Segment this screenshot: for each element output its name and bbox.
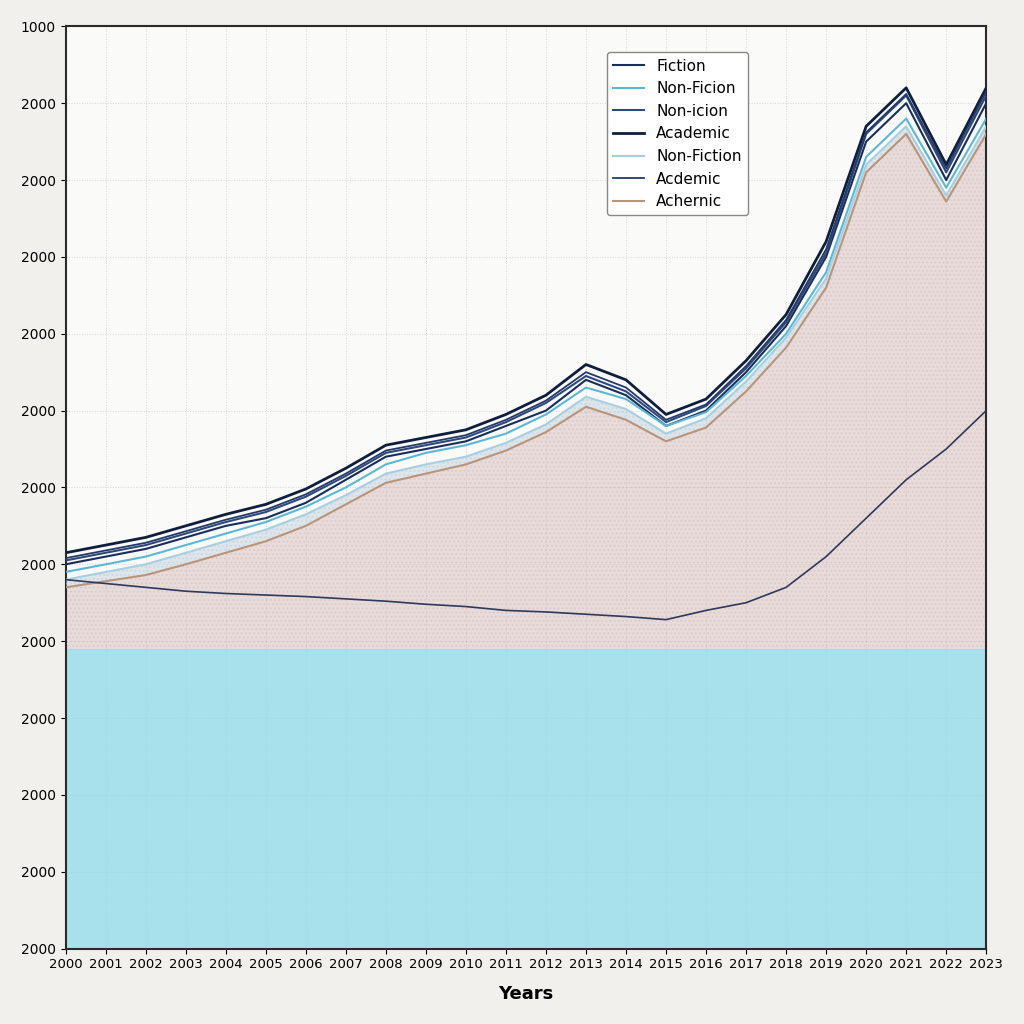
Legend: Fiction, Non-Ficion, Non-icion, Academic, Non-Fiction, Acdemic, Achernic: Fiction, Non-Ficion, Non-icion, Academic… [607, 52, 748, 215]
X-axis label: Years: Years [499, 985, 554, 1004]
